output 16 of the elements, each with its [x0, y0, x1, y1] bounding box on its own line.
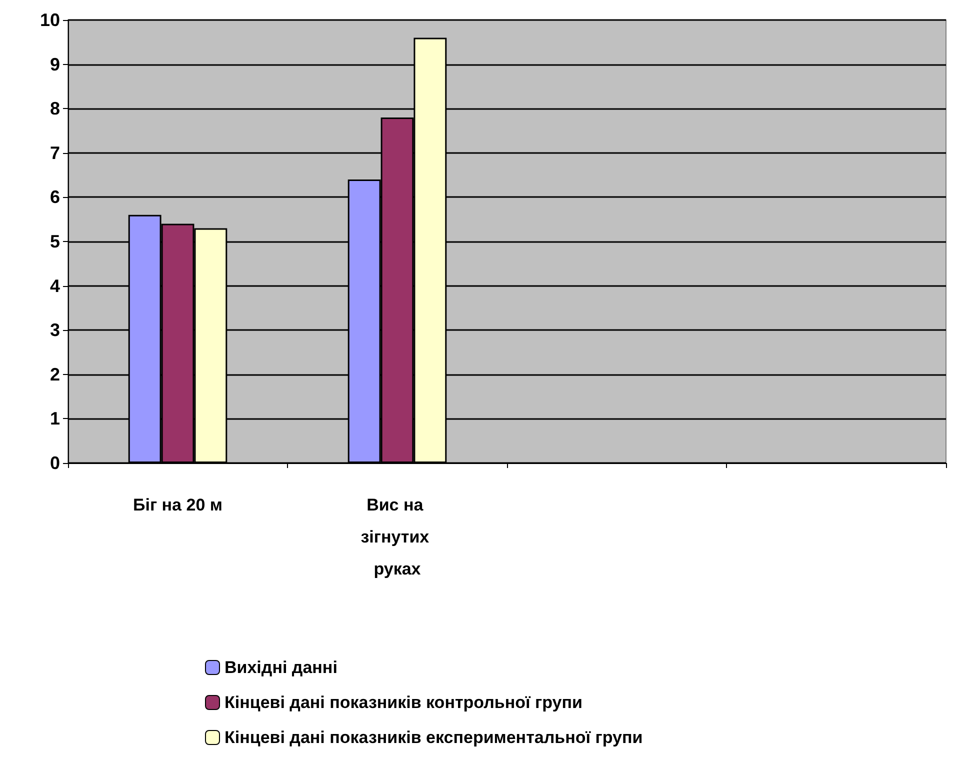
legend-label: Вихідні данні: [224, 658, 338, 677]
y-tick-label: 8: [50, 98, 60, 119]
y-tick-label: 2: [50, 364, 60, 384]
y-tick-label: 5: [50, 232, 60, 252]
y-tick-label: 6: [50, 187, 60, 208]
y-tick-label: 1: [50, 408, 60, 429]
legend-label: Кінцеві дані показників контрольної групи: [224, 693, 582, 712]
y-tick-label: 10: [40, 10, 60, 30]
y-tick-label: 9: [50, 54, 60, 74]
x-tick-label: Біг на 20 м: [133, 496, 222, 514]
y-tick-label: 4: [50, 276, 60, 296]
legend-label: Кінцеві дані показників експериментальної групи: [224, 728, 643, 747]
y-tick-label: 0: [50, 453, 60, 473]
x-tick-label: Вис на зігнутих руках: [360, 496, 434, 578]
y-tick-label: 7: [50, 142, 60, 163]
y-tick-label: 3: [50, 320, 60, 340]
